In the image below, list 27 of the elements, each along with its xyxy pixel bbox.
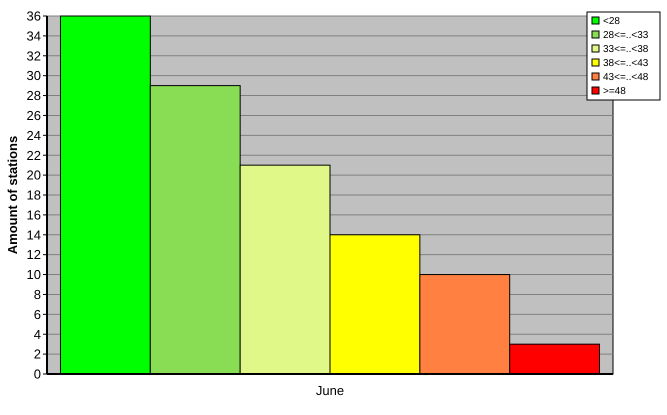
- y-tick-label: 2: [34, 346, 41, 362]
- y-tick-label: 6: [34, 306, 41, 322]
- y-tick-label: 14: [26, 227, 41, 242]
- y-tick-label: 0: [34, 366, 41, 382]
- y-tick-label: 18: [26, 188, 41, 203]
- y-tick-label: 22: [26, 148, 41, 163]
- y-tick-label: 24: [26, 128, 41, 143]
- y-tick-label: 4: [34, 326, 41, 342]
- y-tick-label: 36: [26, 8, 41, 24]
- legend-label: >=48: [603, 86, 626, 97]
- y-tick-label: 28: [26, 88, 41, 104]
- x-tick-label: June: [316, 383, 344, 398]
- y-tick-label: 10: [26, 267, 41, 282]
- legend-label: 33<=..<38: [603, 44, 649, 55]
- legend-label: 43<=..<48: [603, 72, 649, 83]
- y-tick-label: 20: [26, 168, 41, 183]
- y-tick-label: 30: [26, 68, 41, 84]
- legend-label: 38<=..<43: [603, 58, 649, 69]
- y-tick-label: 34: [26, 28, 41, 44]
- legend-label: 28<=..<33: [603, 30, 649, 41]
- y-tick-label: 26: [26, 108, 41, 123]
- legend-label: <28: [603, 16, 620, 27]
- y-tick-label: 8: [34, 286, 41, 302]
- y-tick-label: 16: [26, 207, 41, 222]
- y-tick-label: 32: [26, 48, 41, 64]
- y-axis-title: Amount of stations: [5, 136, 20, 254]
- y-tick-label: 12: [26, 247, 41, 262]
